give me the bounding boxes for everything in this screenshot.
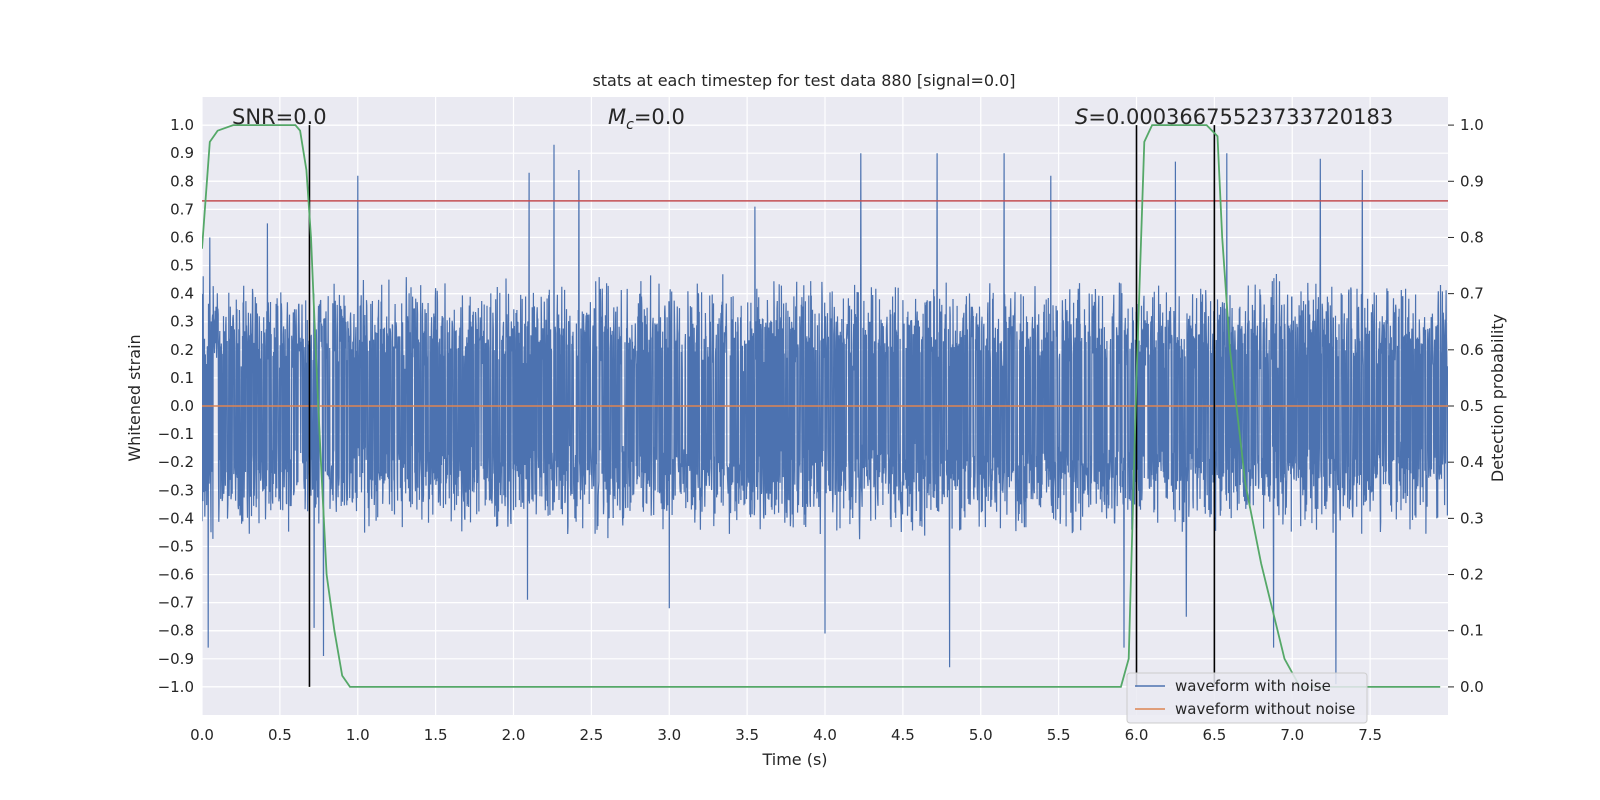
y-tick-label: −0.3 <box>158 481 194 499</box>
chart-title: stats at each timestep for test data 880… <box>592 71 1015 90</box>
s-symbol: S <box>1075 105 1088 129</box>
y-axis-label: Whitened strain <box>125 334 144 461</box>
y-tick-label: −1.0 <box>158 678 194 696</box>
y-tick-label: −0.4 <box>158 509 194 527</box>
x-tick-label: 0.0 <box>190 726 214 744</box>
legend-label-clean: waveform without noise <box>1175 700 1355 718</box>
left-axis-ticks: 1.0 0.9 0.8 0.7 0.6 0.5 0.4 0.3 0.2 0.1 0.0 −0.1 −0.… <box>158 116 194 696</box>
y-tick-label: 1.0 <box>170 116 194 134</box>
y2-tick-label: 0.4 <box>1460 453 1484 471</box>
y2-axis-label: Detection probability <box>1488 314 1507 482</box>
y2-tick-label: 0.7 <box>1460 285 1484 303</box>
legend: waveform with noise waveform without noi… <box>1126 672 1368 724</box>
y2-tick-label: 0.8 <box>1460 228 1484 246</box>
y-tick-label: 0.6 <box>170 228 194 246</box>
x-tick-label: 4.0 <box>813 726 837 744</box>
legend-label-noise: waveform with noise <box>1175 677 1331 695</box>
y-tick-label: 0.9 <box>170 144 194 162</box>
y2-tick-label: 0.3 <box>1460 509 1484 527</box>
y-tick-label: −0.2 <box>158 453 194 471</box>
x-tick-label: 2.5 <box>579 726 603 744</box>
chirp-mass-subscript: c <box>626 117 634 133</box>
y-tick-label: 0.2 <box>170 341 194 359</box>
chirp-mass-value: =0.0 <box>634 105 685 129</box>
x-tick-label: 7.0 <box>1280 726 1304 744</box>
s-value: =0.000366755237337201​83 <box>1088 105 1393 129</box>
y-tick-label: −0.6 <box>158 566 194 584</box>
chirp-mass-annotation: Mc=0.0 <box>608 105 685 133</box>
y2-tick-label: 0.9 <box>1460 172 1484 190</box>
s-annotation: S=0.000366755237337201​83 <box>1075 105 1393 129</box>
snr-annotation: SNR=0.0 <box>232 105 327 129</box>
x-tick-label: 3.5 <box>735 726 759 744</box>
chirp-mass-symbol: M <box>608 105 626 129</box>
y2-tick-label: 0.1 <box>1460 622 1484 640</box>
y-tick-label: −0.1 <box>158 425 194 443</box>
x-axis-ticks: 0.0 0.5 1.0 1.5 2.0 2.5 3.0 3.5 4.0 4.5 5.0 5.5 6.0 6… <box>190 726 1382 744</box>
x-tick-label: 6.5 <box>1202 726 1226 744</box>
x-tick-label: 5.5 <box>1047 726 1071 744</box>
x-tick-label: 1.0 <box>346 726 370 744</box>
x-tick-label: 1.5 <box>424 726 448 744</box>
y-tick-label: 0.0 <box>170 397 194 415</box>
x-tick-label: 4.5 <box>891 726 915 744</box>
y-tick-label: 0.1 <box>170 369 194 387</box>
y-tick-label: 0.8 <box>170 172 194 190</box>
y-tick-label: 0.7 <box>170 200 194 218</box>
y2-tick-label: 0.6 <box>1460 341 1484 359</box>
x-tick-label: 5.0 <box>969 726 993 744</box>
legend-box <box>1126 672 1368 724</box>
y-tick-label: 0.4 <box>170 285 194 303</box>
y-tick-label: 0.5 <box>170 257 194 275</box>
x-tick-label: 7.5 <box>1358 726 1382 744</box>
x-tick-label: 6.0 <box>1125 726 1149 744</box>
y2-tick-label: 0.5 <box>1460 397 1484 415</box>
y2-tick-label: 0.0 <box>1460 678 1484 696</box>
x-tick-label: 3.0 <box>657 726 681 744</box>
y-tick-label: 0.3 <box>170 313 194 331</box>
right-axis-ticks: 1.0 0.9 0.8 0.7 0.6 0.5 0.4 0.3 0.2 0.1 0.0 <box>1448 116 1484 696</box>
x-tick-label: 2.0 <box>502 726 526 744</box>
y-tick-label: −0.7 <box>158 594 194 612</box>
x-axis-label: Time (s) <box>761 750 827 769</box>
y-tick-label: −0.9 <box>158 650 194 668</box>
y2-tick-label: 0.2 <box>1460 566 1484 584</box>
y2-tick-label: 1.0 <box>1460 116 1484 134</box>
y-tick-label: −0.8 <box>158 622 194 640</box>
series-detection-probability <box>202 124 1441 688</box>
y-tick-label: −0.5 <box>158 537 194 555</box>
x-tick-label: 0.5 <box>268 726 292 744</box>
